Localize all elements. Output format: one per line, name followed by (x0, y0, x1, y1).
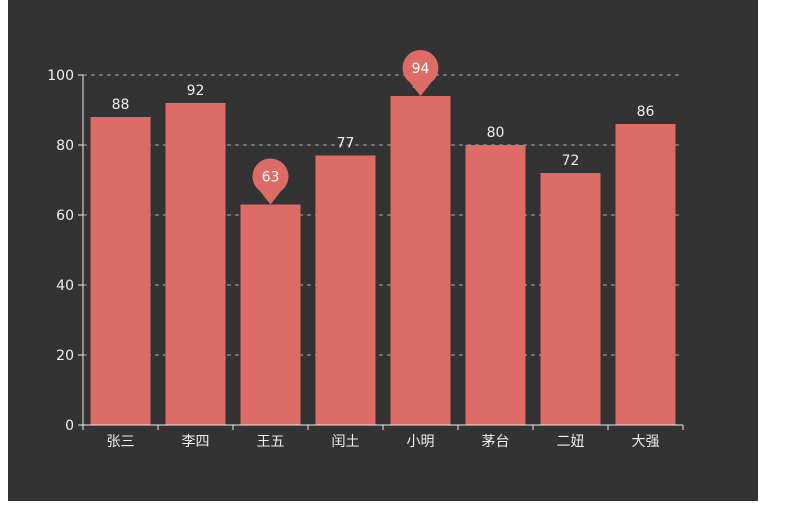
y-tick-label: 100 (47, 68, 74, 84)
chart-panel: 0 20 40 60 80 100 张三 李四 王五 闰土 小明 茅台 二妞 大强 88 92 63 77 94 8… (8, 0, 758, 501)
x-category-label: 张三 (107, 434, 135, 450)
data-label: 92 (187, 83, 205, 99)
y-tick-label: 0 (65, 418, 74, 434)
bar-3 (315, 155, 376, 425)
bar-4 (390, 96, 451, 425)
pin-shape (402, 49, 439, 96)
x-category-label: 茅台 (482, 434, 510, 450)
data-label: 86 (637, 104, 655, 120)
x-category-label: 王五 (257, 434, 285, 450)
data-label: 80 (487, 125, 505, 141)
mark-point-label: 63 (262, 170, 280, 186)
y-tick-label: 40 (56, 278, 74, 294)
y-tick-label: 80 (56, 138, 74, 154)
y-tick-label: 20 (56, 348, 74, 364)
bar-6 (540, 173, 601, 425)
bar-0 (90, 117, 151, 425)
x-category-label: 小明 (407, 434, 435, 450)
mark-point-label: 94 (412, 61, 430, 77)
mark-points: 94 63 (252, 49, 439, 205)
pin-shape (252, 158, 289, 205)
bars (90, 96, 676, 425)
bar-1 (165, 103, 226, 425)
y-tick-label: 60 (56, 208, 74, 224)
data-label: 88 (112, 97, 130, 113)
mark-point-max: 94 (402, 49, 439, 96)
bar-7 (615, 124, 676, 425)
bar-5 (465, 145, 526, 425)
data-label: 77 (337, 136, 355, 152)
x-category-label: 李四 (182, 434, 210, 450)
axes: 0 20 40 60 80 100 张三 李四 王五 闰土 小明 茅台 二妞 大强 (47, 68, 684, 450)
bar-chart: 0 20 40 60 80 100 张三 李四 王五 闰土 小明 茅台 二妞 大强 88 92 63 77 94 8… (47, 49, 684, 450)
x-category-label: 大强 (632, 434, 660, 450)
x-category-label: 闰土 (332, 434, 360, 450)
data-label: 72 (562, 153, 580, 169)
bar-2 (240, 204, 301, 425)
x-category-label: 二妞 (557, 434, 585, 450)
mark-point-min: 63 (252, 158, 289, 205)
